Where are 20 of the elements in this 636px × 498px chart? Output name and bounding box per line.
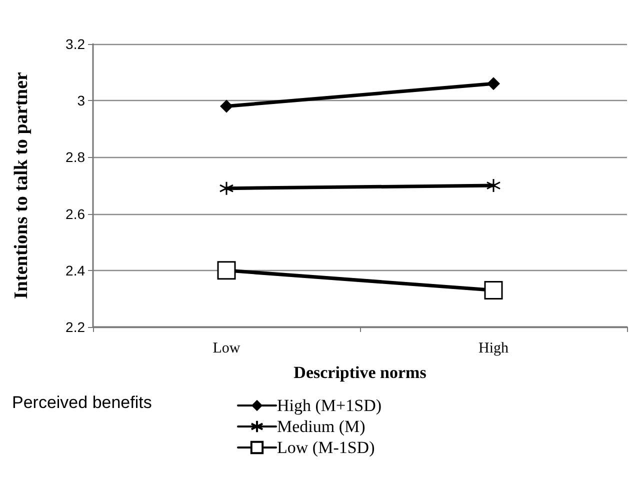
legend-label: Low (M-1SD) — [277, 438, 375, 457]
legend-label: Medium (M) — [277, 417, 366, 436]
x-axis-title: Descriptive norms — [294, 363, 427, 382]
point — [484, 280, 503, 300]
y-tick-label: 3 — [77, 92, 86, 109]
y-tick-label: 2.8 — [66, 149, 86, 166]
point — [220, 100, 233, 113]
point — [217, 261, 236, 280]
point — [219, 181, 234, 196]
y-tick-label: 3.2 — [66, 36, 86, 52]
point — [487, 77, 500, 90]
x-tick-label: Low — [212, 340, 240, 356]
legend-title: Perceived benefits — [12, 393, 152, 412]
legend-label: High (M+1SD) — [277, 396, 382, 415]
y-tick-label: 2.6 — [66, 206, 86, 222]
y-tick-label: 2.4 — [66, 262, 86, 278]
y-axis-title: Intentions to talk to partner — [11, 71, 32, 299]
y-tick-label: 2.2 — [66, 319, 86, 335]
x-tick-label: High — [478, 340, 509, 356]
point — [486, 178, 501, 193]
